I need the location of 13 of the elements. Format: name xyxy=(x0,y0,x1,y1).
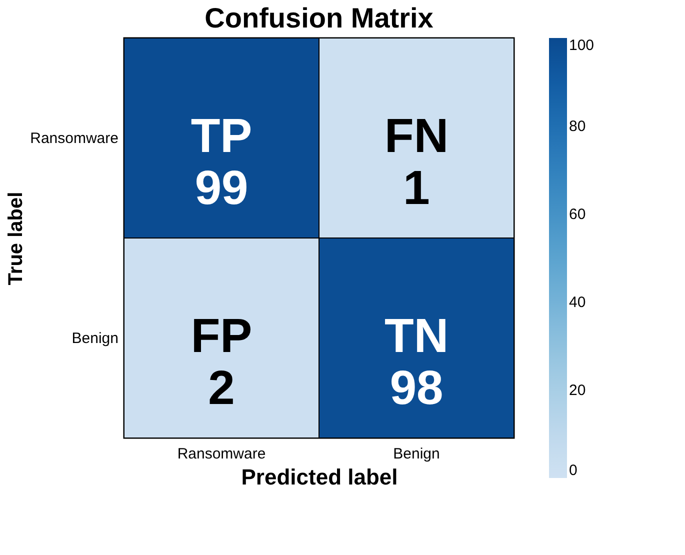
data-label: TP 99 xyxy=(190,110,252,215)
data-label: FP 2 xyxy=(190,310,252,415)
data-label: FN 1 xyxy=(384,110,448,215)
color-bar-label: 60 xyxy=(569,206,586,223)
x-axis-title: Predicted label xyxy=(241,464,398,490)
chart-title: Confusion Matrix xyxy=(204,2,434,34)
y-axis-title: True label xyxy=(5,192,28,286)
color-bar-label: 20 xyxy=(569,382,586,399)
color-bar-label: 100 xyxy=(569,37,594,54)
color-bar-label: 80 xyxy=(569,118,586,135)
color-bar-label: 40 xyxy=(569,294,586,311)
color-bar-label: 0 xyxy=(569,462,578,479)
data-label: TN 98 xyxy=(384,310,448,415)
